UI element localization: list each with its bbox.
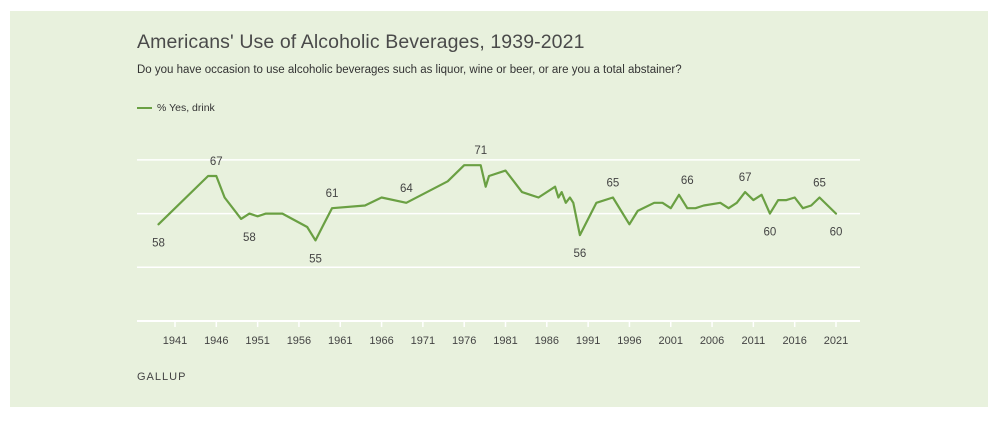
data-label: 71 [474,145,487,157]
data-label: 67 [739,172,752,184]
data-labels: 58 67 58 61 55 64 71 56 65 66 67 60 65 60 [152,145,842,265]
legend-swatch [137,107,152,109]
x-tick-label: 2006 [700,335,724,347]
x-tick-label: 1941 [163,335,187,347]
x-axis: 1941 1946 1951 1956 1961 1966 1971 1976 1981 1986… [163,321,848,347]
chart-subtitle: Do you have occasion to use alcoholic be… [137,64,682,76]
data-label: 60 [764,227,777,239]
source-label: GALLUP [137,371,187,383]
series-line [157,164,838,242]
x-tick-label: 1996 [617,335,641,347]
x-tick-label: 2011 [742,335,766,347]
legend-label: % Yes, drink [157,102,215,114]
data-label: 58 [152,237,165,249]
x-tick-label: 1991 [576,335,600,347]
data-label: 64 [400,183,413,195]
x-tick-label: 1966 [369,335,393,347]
legend: % Yes, drink [137,101,215,115]
x-tick-label: 1971 [411,335,435,347]
x-tick-label: 1976 [452,335,476,347]
x-tick-label: 1951 [245,335,269,347]
x-tick-label: 1981 [493,335,517,347]
x-tick-label: 1956 [287,335,311,347]
data-label: 66 [681,175,694,187]
data-label: 60 [830,227,843,239]
chart-title: Americans' Use of Alcoholic Beverages, 1… [137,31,585,53]
data-label: 65 [607,177,620,189]
data-label: 67 [210,156,223,168]
x-tick-label: 1946 [204,335,228,347]
x-tick-label: 2016 [782,335,806,347]
x-tick-label: 1961 [328,335,352,347]
data-label: 58 [243,232,256,244]
x-tick-label: 2001 [659,335,683,347]
data-label: 56 [573,248,586,260]
x-tick-label: 1986 [535,335,559,347]
x-tick-label: 2021 [824,335,848,347]
data-label: 65 [813,177,826,189]
data-label: 55 [309,253,322,265]
series-group [157,164,838,242]
data-label: 61 [326,188,339,200]
